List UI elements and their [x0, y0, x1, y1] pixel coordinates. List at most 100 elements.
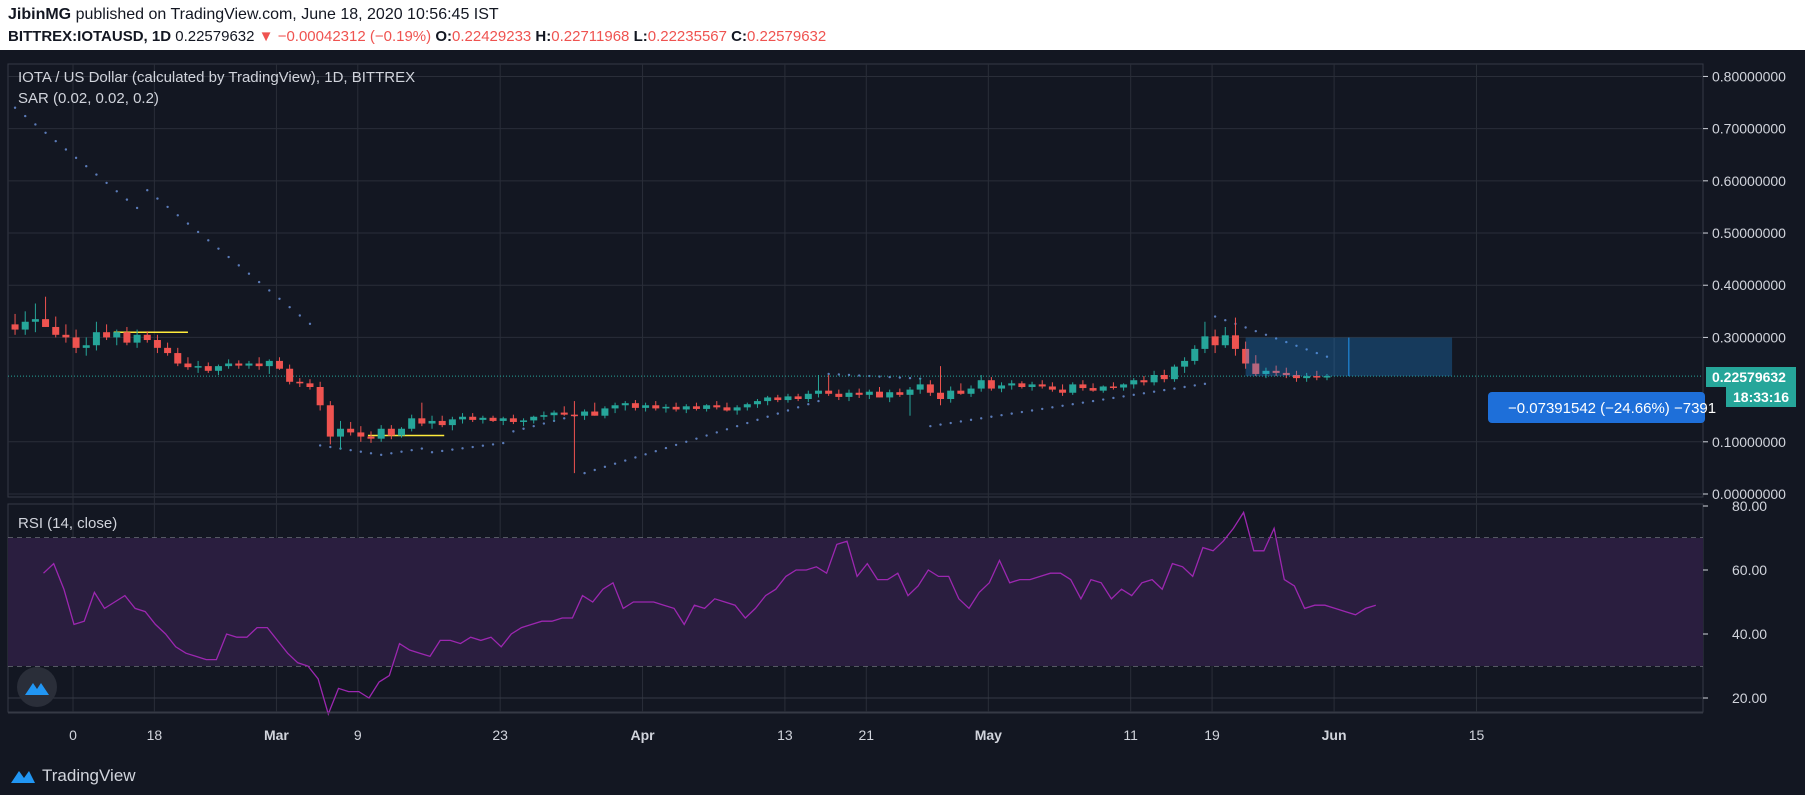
sar-dot: [583, 471, 586, 475]
sar-dot: [644, 453, 647, 456]
sar-dot: [1081, 401, 1085, 404]
candle-body: [530, 416, 538, 421]
tradingview-icon: [11, 771, 35, 783]
sar-dot: [440, 449, 444, 453]
sar-dot: [146, 189, 149, 192]
time-tick-label: 11: [1123, 727, 1138, 743]
time-tick-label: Mar: [264, 727, 289, 743]
sar-dot: [1091, 399, 1095, 403]
candle-body: [1150, 374, 1158, 383]
sar-dot: [725, 428, 729, 431]
sar-dot: [288, 305, 291, 309]
candle-body: [326, 405, 334, 437]
candle-body: [1282, 372, 1290, 375]
sar-dot: [674, 443, 678, 447]
sar-dot: [857, 374, 861, 377]
candle-body: [1048, 386, 1056, 390]
sar-dot: [847, 373, 851, 377]
sar-dot: [430, 451, 434, 454]
sar-dot: [461, 447, 464, 450]
sar-dot: [227, 255, 230, 259]
candle-body: [1079, 384, 1087, 389]
sar-dot: [1122, 395, 1125, 398]
candle-body: [784, 396, 792, 401]
sar-dot: [1203, 382, 1207, 386]
candle-body: [621, 403, 629, 406]
candle-body: [723, 407, 731, 411]
candle-body: [753, 401, 761, 405]
candle-body: [591, 411, 599, 416]
candle-body: [82, 345, 90, 348]
sar-dot: [237, 264, 240, 267]
time-tick-label: May: [975, 727, 1002, 743]
open-label: O:: [435, 28, 452, 45]
candle-body: [794, 396, 802, 400]
sar-dot: [817, 399, 820, 403]
sar-dot: [1244, 326, 1247, 329]
sar-dot: [105, 181, 108, 185]
candle-body: [570, 414, 578, 417]
sar-dot: [593, 468, 596, 472]
ohlc-line: BITTREX:IOTAUSD, 1D 0.22579632 ▼ −0.0004…: [8, 28, 826, 45]
sar-dot: [664, 446, 668, 450]
candle-body: [540, 415, 548, 417]
price-tick-label: 0.60000000: [1712, 173, 1786, 189]
candle-body: [1313, 376, 1321, 378]
sar-dot: [85, 165, 88, 168]
candle-body: [550, 412, 558, 416]
tv-watermark-icon[interactable]: [17, 667, 57, 707]
time-tick-label: 19: [1204, 727, 1220, 743]
candle-body: [387, 428, 395, 436]
time-tick-label: 9: [354, 727, 362, 743]
candle-body: [1130, 380, 1138, 385]
candle-body: [1028, 384, 1036, 387]
rsi-pane: [43, 510, 1376, 717]
candle-body: [611, 405, 619, 409]
candle-body: [1201, 336, 1209, 349]
sar-dot: [1285, 340, 1288, 344]
chart-canvas[interactable]: 0.80000000 0.70000000 0.60000000 0.50000000…: [0, 50, 1805, 752]
sar-dot: [207, 239, 210, 242]
candle-body: [1252, 363, 1260, 374]
candle-body: [418, 418, 426, 424]
sar-dot: [156, 197, 159, 200]
sar-dot: [1305, 348, 1308, 351]
sar-dot: [1163, 388, 1166, 392]
sar-dot: [532, 424, 535, 428]
sar-dot: [196, 230, 200, 234]
sar-dot: [44, 131, 47, 135]
candle-body: [1242, 348, 1250, 364]
candle-body: [1170, 366, 1178, 380]
candle-body: [1292, 374, 1300, 379]
candle-body: [509, 418, 517, 422]
candle-body: [1018, 383, 1026, 387]
candle-body: [601, 408, 609, 416]
candle-body: [987, 380, 995, 389]
candle-body: [876, 391, 884, 398]
sar-dot: [64, 148, 68, 151]
price-tick-label: 0.50000000: [1712, 225, 1786, 241]
sar-dot: [481, 444, 485, 447]
candle-body: [428, 420, 436, 424]
sar-dot: [491, 443, 495, 446]
author-name[interactable]: JibinMG: [8, 6, 72, 23]
candle-body: [367, 436, 375, 439]
candle-body: [967, 388, 975, 394]
tradingview-brand: TradingView: [42, 766, 136, 785]
sar-dot: [1112, 396, 1115, 400]
measure-tool[interactable]: [1245, 337, 1453, 377]
candle-body: [926, 384, 934, 393]
time-tick-label: 13: [777, 727, 793, 743]
sar-dot: [451, 448, 454, 451]
candle-body: [855, 392, 863, 395]
sar-dot: [695, 437, 698, 440]
candle-body: [1008, 383, 1016, 386]
candle-body: [255, 363, 263, 367]
sar-dot: [1142, 392, 1146, 395]
candle-body: [581, 411, 589, 416]
sar-dot: [1295, 344, 1298, 347]
tradingview-logo[interactable]: TradingView: [10, 766, 136, 786]
price-pane-border: [7, 63, 1704, 498]
candle-body: [957, 390, 965, 394]
footer: TradingView: [0, 752, 1805, 795]
